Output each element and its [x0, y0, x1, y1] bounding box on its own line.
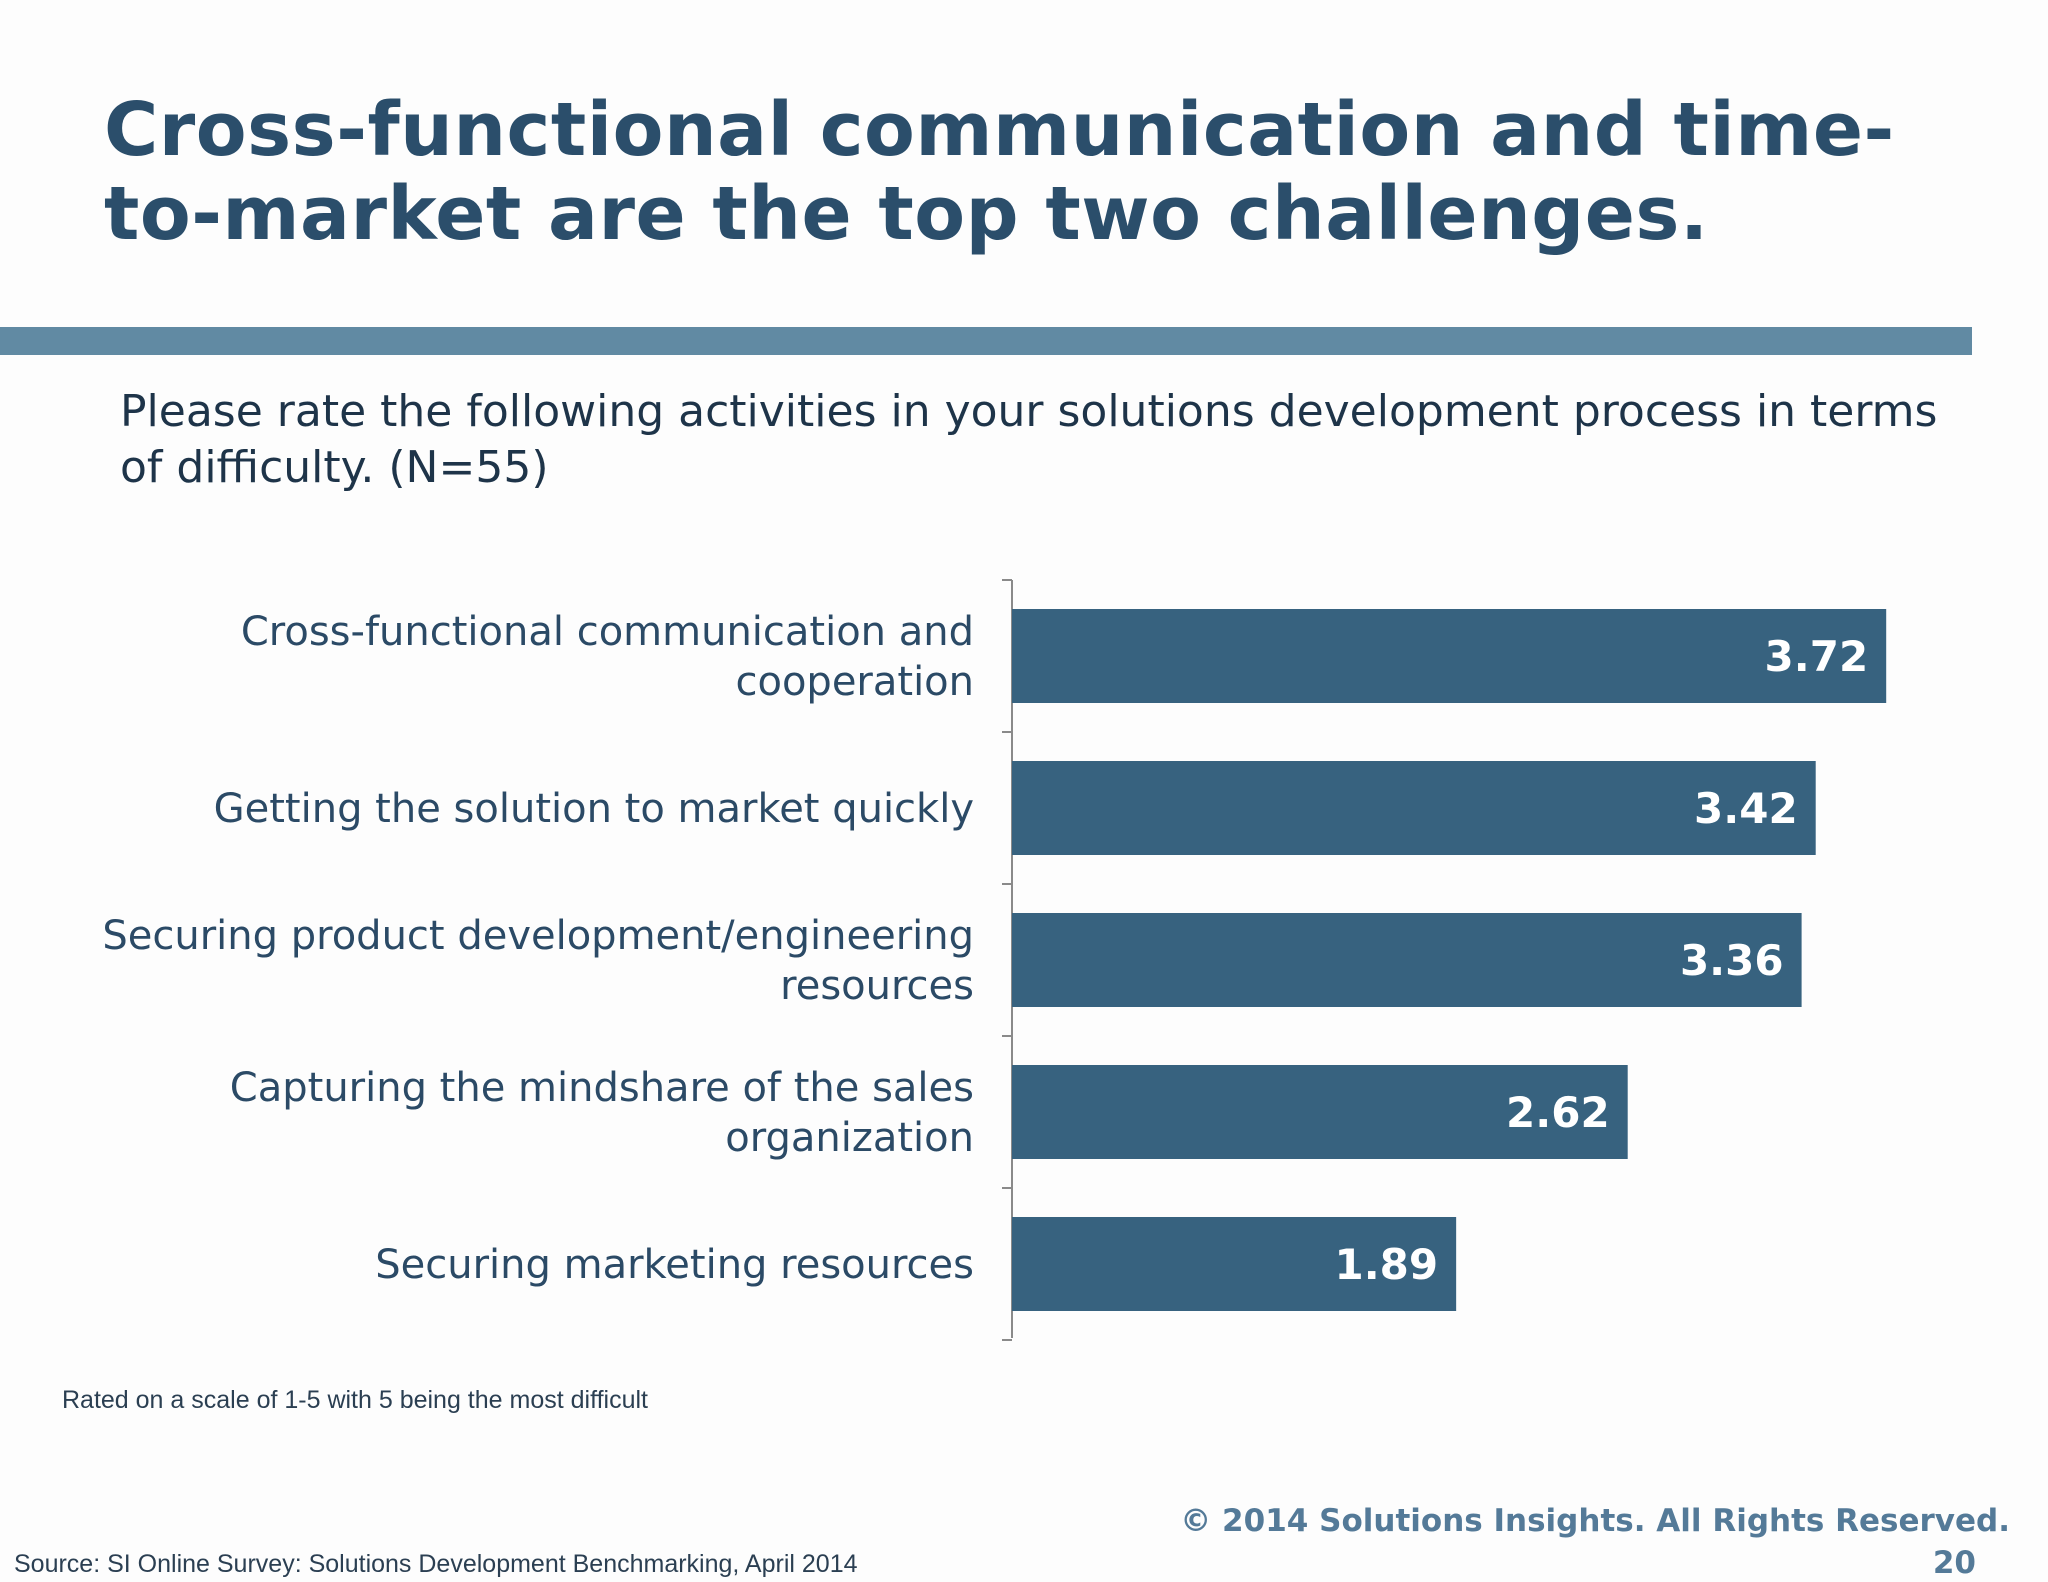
- value-label: 2.62: [1506, 1088, 1610, 1137]
- category-label-line: cooperation: [735, 659, 974, 705]
- category-label: Capturing the mindshare of the sales orga…: [230, 1065, 974, 1161]
- category-label: Securing marketing resources: [375, 1242, 974, 1288]
- category-label-line: Getting the solution to market quickly: [214, 786, 974, 832]
- survey-question: Please rate the following activities in …: [120, 386, 1938, 493]
- category-label-line: Capturing the mindshare of the sales: [230, 1065, 974, 1111]
- copyright-block: © 2014 Solutions Insights. All Rights Re…: [1180, 1500, 2010, 1582]
- bar-chart: Cross-functional communication and cooper…: [102, 579, 1887, 1341]
- category-label-line: Cross-functional communication and: [241, 609, 974, 655]
- value-label: 3.36: [1680, 936, 1784, 985]
- bar: [1012, 913, 1802, 1007]
- bar: [1012, 1065, 1628, 1159]
- scale-note: Rated on a scale of 1-5 with 5 being the…: [62, 1386, 648, 1414]
- value-label: 3.72: [1765, 632, 1869, 681]
- bar: [1012, 1217, 1457, 1311]
- category-label-line: Securing product development/engineering: [102, 913, 974, 959]
- category-label: Getting the solution to market quickly: [214, 786, 974, 832]
- category-label-line: Securing marketing resources: [375, 1242, 974, 1288]
- bar: [1012, 761, 1816, 855]
- category-labels: Cross-functional communication and cooper…: [102, 609, 974, 1288]
- title-divider: [0, 327, 1972, 355]
- value-label: 3.42: [1694, 784, 1798, 833]
- source-note: Source: SI Online Survey: Solutions Deve…: [14, 1550, 858, 1578]
- slide-title: Cross-functional communication and time-…: [104, 87, 1895, 257]
- axis-ticks: [1002, 579, 1012, 1341]
- bars-group: [1012, 609, 1887, 1311]
- value-labels: 3.72 3.42 3.36 2.62 1.89: [1335, 632, 1869, 1289]
- copyright-text: © 2014 Solutions Insights. All Rights Re…: [1180, 1503, 2010, 1539]
- category-label: Cross-functional communication and cooper…: [241, 609, 974, 705]
- page-number: 20: [1932, 1545, 1976, 1581]
- category-label-line: resources: [780, 963, 974, 1009]
- category-label: Securing product development/engineering…: [102, 913, 974, 1009]
- bar: [1012, 609, 1887, 703]
- category-label-line: organization: [725, 1115, 974, 1161]
- value-label: 1.89: [1335, 1240, 1439, 1289]
